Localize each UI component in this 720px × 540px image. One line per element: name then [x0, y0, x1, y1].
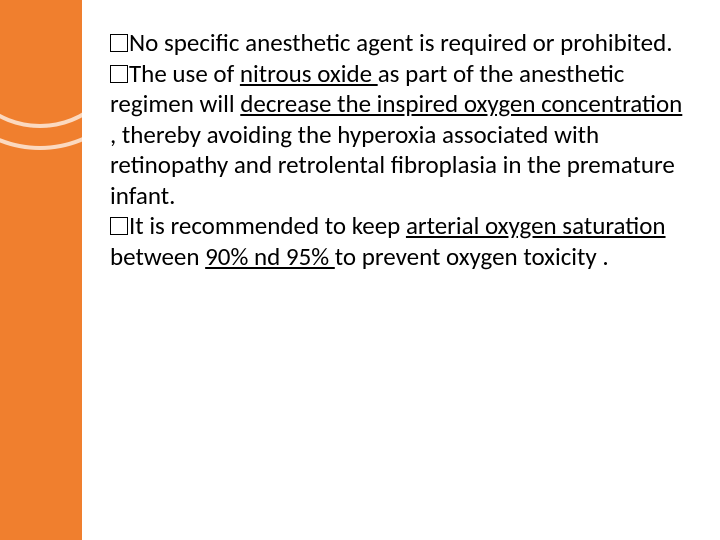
text-run: No specific anesthetic agent is required… — [129, 27, 673, 58]
text-run: The use of — [129, 58, 240, 89]
slide-content: No specific anesthetic agent is required… — [110, 28, 685, 272]
paragraph: It is recommended to keep arterial oxyge… — [110, 211, 685, 272]
text-run: , thereby avoiding the hyperoxia associa… — [110, 119, 675, 211]
bullet-square-icon — [110, 34, 128, 52]
text-run: between — [110, 241, 205, 272]
paragraph: The use of nitrous oxide as part of the … — [110, 59, 685, 212]
underlined-text: decrease the inspired oxygen concentrati… — [240, 88, 682, 119]
underlined-text: arterial oxygen saturation — [406, 210, 666, 241]
bullet-square-icon — [110, 217, 128, 235]
text-run: It is recommended to keep — [129, 210, 406, 241]
paragraph: No specific anesthetic agent is required… — [110, 28, 685, 59]
left-accent-band — [0, 0, 82, 540]
text-run: to prevent oxygen toxicity . — [335, 241, 609, 272]
underlined-text: 90% nd 95% — [205, 241, 335, 272]
underlined-text: nitrous oxide — [240, 58, 378, 89]
bullet-square-icon — [110, 65, 128, 83]
